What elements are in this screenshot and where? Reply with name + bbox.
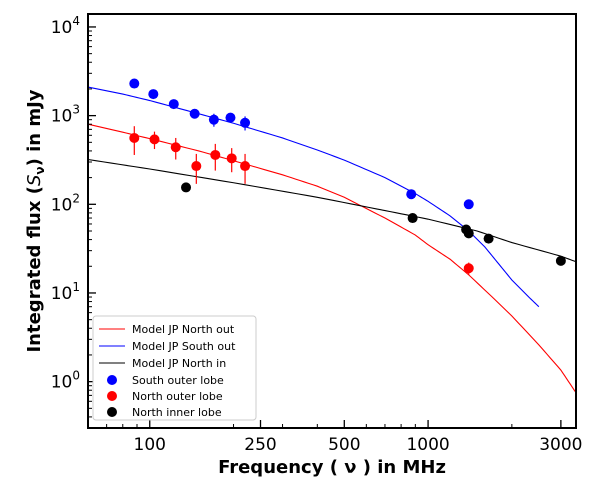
y-axis-ticks: 100 101 102 103 104 xyxy=(51,14,96,429)
point-north-outer-lobe-1 xyxy=(149,134,160,145)
legend-label-model-jp-north-in: Model JP North in xyxy=(132,357,226,370)
point-north-inner-lobe-0 xyxy=(181,182,192,193)
point-north-outer-lobe-5 xyxy=(226,153,237,164)
point-north-outer-lobe-4 xyxy=(210,149,221,160)
point-south-outer-lobe-8 xyxy=(463,199,474,210)
point-south-outer-lobe-5 xyxy=(225,112,236,123)
x-tick-label: 500 xyxy=(328,435,360,455)
y-tick-label: 102 xyxy=(51,191,80,215)
x-tick-label: 100 xyxy=(134,435,166,455)
legend-label-north-inner-lobe: North inner lobe xyxy=(132,406,222,419)
point-north-outer-lobe-7 xyxy=(463,263,474,274)
legend-swatch-south-outer-lobe xyxy=(107,375,117,385)
legend: Model JP North out Model JP South out Mo… xyxy=(92,315,257,421)
y-tick-label: 103 xyxy=(51,103,80,127)
x-tick-label: 1000 xyxy=(406,435,449,455)
curve-model-jp-north-out xyxy=(87,123,577,394)
point-north-outer-lobe-3 xyxy=(191,161,202,172)
point-north-inner-lobe-5 xyxy=(555,255,566,266)
legend-swatch-north-outer-lobe xyxy=(107,391,117,401)
legend-label-model-jp-south-out: Model JP South out xyxy=(132,340,236,353)
plot-frame xyxy=(87,13,577,429)
legend-box xyxy=(92,315,257,421)
legend-label-north-outer-lobe: North outer lobe xyxy=(132,390,223,403)
data-points xyxy=(129,78,566,274)
point-north-outer-lobe-6 xyxy=(240,161,251,172)
legend-swatch-north-inner-lobe xyxy=(107,407,117,417)
y-tick-label: 104 xyxy=(51,14,80,38)
point-south-outer-lobe-1 xyxy=(148,89,159,100)
point-south-outer-lobe-0 xyxy=(129,78,140,89)
x-tick-label: 250 xyxy=(244,435,276,455)
legend-label-south-outer-lobe: South outer lobe xyxy=(132,374,224,387)
point-north-inner-lobe-3 xyxy=(463,228,474,239)
point-south-outer-lobe-3 xyxy=(189,108,200,119)
point-south-outer-lobe-4 xyxy=(208,114,219,125)
x-axis-label: Frequency ( ν ) in MHz xyxy=(218,457,446,478)
legend-label-model-jp-north-out: Model JP North out xyxy=(132,323,235,336)
y-axis-label: Integrated flux (Sν) in mJy xyxy=(24,89,47,352)
point-north-inner-lobe-4 xyxy=(483,233,494,244)
point-south-outer-lobe-6 xyxy=(240,117,251,128)
x-axis-ticks: 100 250 500 1000 3000 xyxy=(87,420,583,455)
point-north-outer-lobe-2 xyxy=(170,142,181,153)
point-south-outer-lobe-7 xyxy=(406,189,417,200)
point-north-outer-lobe-0 xyxy=(129,132,140,143)
curve-model-jp-north-in xyxy=(87,158,577,263)
point-north-inner-lobe-1 xyxy=(407,213,418,224)
x-tick-label: 3000 xyxy=(539,435,582,455)
point-south-outer-lobe-2 xyxy=(168,99,179,110)
y-tick-label: 100 xyxy=(51,369,80,393)
y-tick-label: 101 xyxy=(51,280,80,304)
